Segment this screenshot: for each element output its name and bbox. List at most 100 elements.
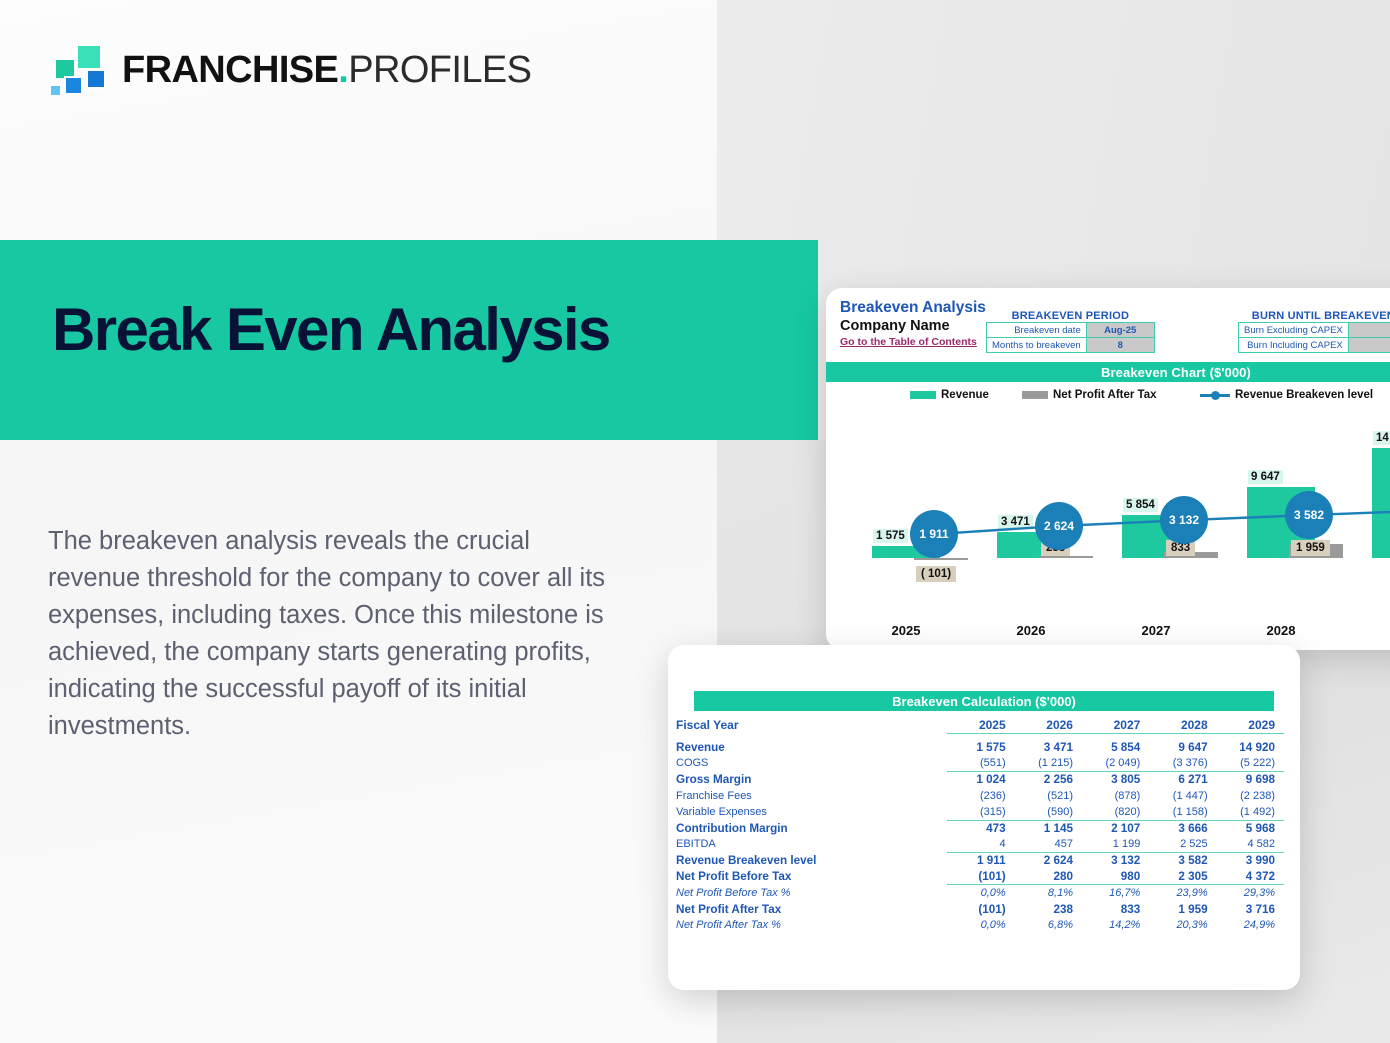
months-to-breakeven-label: Months to breakeven [986, 337, 1087, 353]
row-value: (101) [978, 870, 1006, 884]
row-value: 3 132 [1081, 851, 1150, 869]
row-label: Net Profit After Tax % [676, 919, 781, 932]
table-of-contents-link[interactable]: Go to the Table of Contents [840, 336, 977, 348]
breakeven-calculation-card: Breakeven Calculation ($'000) Fiscal Yea… [668, 645, 1300, 990]
x-axis-year-label: 2025 [891, 623, 921, 638]
table-row: Net Profit Before Tax (101) 280 980 2 305 4 3… [676, 869, 1284, 885]
row-value: 280 [1053, 870, 1073, 884]
row-label: Revenue [676, 740, 725, 754]
row-value: 2 107 [1081, 819, 1150, 837]
row-label: COGS [676, 757, 709, 770]
row-value: 14,2% [1109, 919, 1141, 932]
burn-until-breakeven-block: BURN UNTIL BREAKEVEN Burn Excluding CAPE… [1238, 310, 1390, 353]
row-value: 24,9% [1243, 919, 1275, 932]
revenue-bar-label: 5 854 [1123, 497, 1158, 512]
fiscal-year-header: Fiscal Year [676, 718, 739, 733]
row-value: 3 471 [1043, 740, 1073, 754]
legend-line-icon [1200, 390, 1230, 400]
row-value: 2 256 [1014, 771, 1082, 788]
row-value: 16,7% [1081, 884, 1150, 902]
logo-squares-icon [48, 44, 106, 97]
row-value: 0,0% [980, 919, 1006, 932]
breakeven-chart-card: Breakeven Analysis Company Name Go to th… [826, 288, 1390, 650]
breakeven-period-heading: BREAKEVEN PERIOD [1011, 310, 1130, 322]
net-profit-after-tax-label: ( 101) [916, 566, 957, 582]
revenue-breakeven-node: 3 582 [1285, 491, 1333, 540]
burn-including-capex-label: Burn Including CAPEX [1238, 337, 1349, 353]
year-column-header: 2026 [1014, 717, 1082, 734]
table-row: Gross Margin 1 024 2 256 3 805 6 271 9 698 [676, 771, 1284, 788]
legend-item-revenue-breakeven-level: Revenue Breakeven level [1200, 389, 1373, 401]
row-value: (2 049) [1105, 757, 1141, 770]
burn-excluding-capex-value [1347, 322, 1390, 338]
row-value: 8,1% [1014, 884, 1082, 902]
row-label: Net Profit After Tax [676, 902, 782, 916]
table-header-row: Fiscal Year 2025 2026 2027 2028 2029 [676, 717, 1284, 734]
brand-dot: . [338, 49, 349, 91]
chart-banner-title: Breakeven Chart ($'000) [826, 362, 1390, 382]
description-paragraph: The breakeven analysis reveals the cruci… [48, 527, 606, 740]
row-value: 833 [1120, 902, 1141, 916]
row-value: 6 271 [1149, 771, 1217, 788]
row-value: (2 238) [1240, 789, 1275, 802]
row-value: (3 376) [1172, 757, 1208, 770]
revenue-breakeven-node: 3 132 [1160, 496, 1208, 545]
row-value: 238 [1053, 902, 1073, 916]
table-row: Franchise Fees (236) (521) (878) (1 447) (2 2… [676, 788, 1284, 804]
year-column-header: 2027 [1081, 717, 1150, 734]
table-row: Breakeven date Aug-25 [986, 322, 1155, 338]
row-value: 1 959 [1178, 902, 1208, 916]
chart-legend: Revenue Net Profit After Tax Revenue Break… [826, 384, 1390, 406]
revenue-breakeven-node: 1 911 [910, 510, 958, 559]
row-value: (551) [979, 757, 1006, 770]
brand-logo: FRANCHISE.PROFILES [48, 44, 532, 97]
row-value: 457 [1054, 838, 1073, 851]
breakeven-date-value: Aug-25 [1085, 322, 1155, 338]
row-value: (101) [978, 902, 1006, 916]
row-value: (1 158) [1172, 805, 1208, 818]
chart-card-title: Breakeven Analysis [840, 299, 986, 316]
row-value: (315) [979, 805, 1006, 818]
row-value: 4 582 [1247, 838, 1275, 851]
background-panel-left [0, 0, 717, 1043]
row-value: (878) [1114, 789, 1141, 802]
row-value: 2 624 [1014, 851, 1082, 869]
row-label: EBITDA [676, 838, 716, 851]
row-label: Net Profit Before Tax [676, 870, 792, 884]
table-row: EBITDA 4 457 1 199 2 525 4 582 [676, 836, 1284, 852]
table-row: Variable Expenses (315) (590) (820) (1 158) (… [676, 804, 1284, 820]
breakeven-calculation-table: Fiscal Year 2025 2026 2027 2028 2029 Revenue 1 … [676, 717, 1284, 933]
row-value: 1 575 [976, 740, 1006, 754]
row-value: 4 372 [1245, 870, 1275, 884]
legend-label: Revenue [941, 389, 989, 401]
row-value: 2 305 [1178, 870, 1208, 884]
row-value: 3 666 [1149, 819, 1217, 837]
net-profit-after-tax-bar [1039, 556, 1093, 558]
chart-card-heading-block: Breakeven Analysis Company Name Go to th… [840, 298, 1390, 350]
logo-square-teal-light [76, 44, 102, 70]
revenue-bar-label: 3 471 [998, 515, 1033, 530]
x-axis-year-label: 2026 [1016, 623, 1046, 638]
burn-excluding-capex-label: Burn Excluding CAPEX [1238, 322, 1349, 338]
revenue-bar-label: 14 920 [1373, 430, 1390, 445]
breakeven-date-label: Breakeven date [986, 322, 1087, 338]
legend-item-net-profit-after-tax: Net Profit After Tax [1022, 389, 1157, 401]
row-value: 4 [999, 838, 1006, 851]
revenue-breakeven-node: 2 624 [1035, 502, 1083, 551]
table-row: Net Profit Before Tax % 0,0% 8,1% 16,7% 23,9… [676, 884, 1284, 902]
row-value: (236) [979, 789, 1006, 802]
x-axis-year-label: 2027 [1141, 623, 1171, 638]
row-value: 0,0% [947, 884, 1015, 902]
row-label: Contribution Margin [676, 821, 788, 835]
net-profit-after-tax-bar [914, 558, 968, 560]
months-to-breakeven-value: 8 [1085, 337, 1155, 353]
row-value: 2 525 [1180, 838, 1208, 851]
row-value: 473 [947, 819, 1015, 837]
row-label: Net Profit Before Tax % [676, 886, 791, 899]
row-value: 14 920 [1239, 740, 1275, 754]
row-value: 20,3% [1176, 919, 1208, 932]
revenue-bar-label: 1 575 [873, 529, 908, 544]
row-value: (1 492) [1240, 805, 1275, 818]
page-title: Break Even Analysis [52, 296, 611, 363]
